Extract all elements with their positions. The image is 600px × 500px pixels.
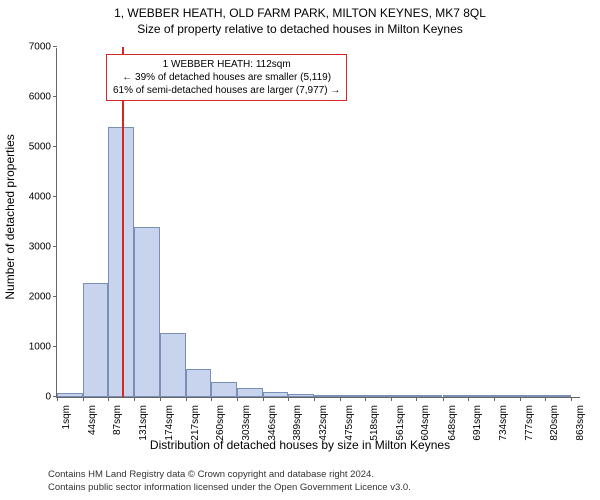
x-tick-label: 174sqm [164,403,175,441]
footer-line-1: Contains HM Land Registry data © Crown c… [48,469,411,481]
x-tick-mark [288,397,289,401]
histogram-bar [494,395,520,397]
y-tick-label: 0 [45,392,57,403]
x-tick-label: 1sqm [61,403,72,429]
x-tick-label: 604sqm [420,403,431,441]
x-tick-mark [83,397,84,401]
histogram-bar [83,283,109,397]
x-tick-label: 346sqm [267,403,278,441]
y-tick-label: 6000 [29,92,57,103]
x-tick-label: 518sqm [369,403,380,441]
footer-line-2: Contains public sector information licen… [48,482,411,494]
histogram-bar [263,392,289,397]
y-tick-mark [53,96,57,97]
x-tick-label: 44sqm [87,403,98,435]
y-axis-label: Number of detached properties [3,134,17,299]
x-tick-mark [494,397,495,401]
histogram-bar [545,395,571,397]
x-axis-label: Distribution of detached houses by size … [0,438,600,452]
page-title: 1, WEBBER HEATH, OLD FARM PARK, MILTON K… [0,0,600,20]
y-tick-mark [53,296,57,297]
x-tick-mark [263,397,264,401]
x-tick-mark [365,397,366,401]
x-tick-label: 820sqm [549,403,560,441]
callout-line-1: 1 WEBBER HEATH: 112sqm [113,58,340,71]
y-tick-mark [53,196,57,197]
y-tick-mark [53,246,57,247]
x-tick-mark [237,397,238,401]
x-tick-mark [186,397,187,401]
x-tick-label: 303sqm [241,403,252,441]
y-tick-label: 5000 [29,142,57,153]
y-tick-label: 4000 [29,192,57,203]
histogram-bar [340,395,366,397]
x-tick-mark [545,397,546,401]
x-tick-mark [314,397,315,401]
histogram-bar [288,394,314,398]
x-tick-mark [416,397,417,401]
x-tick-label: 777sqm [524,403,535,441]
histogram-bar [365,395,391,397]
y-tick-label: 1000 [29,342,57,353]
histogram-bar [160,333,186,397]
histogram-bar [134,227,160,397]
x-tick-mark [134,397,135,401]
y-tick-label: 2000 [29,292,57,303]
callout-line-2: ← 39% of detached houses are smaller (5,… [113,71,340,84]
y-tick-label: 3000 [29,242,57,253]
x-tick-label: 648sqm [447,403,458,441]
y-tick-mark [53,146,57,147]
x-tick-label: 691sqm [472,403,483,441]
x-tick-label: 217sqm [190,403,201,441]
histogram-bar [237,388,263,397]
histogram-bar [108,127,134,397]
x-tick-label: 475sqm [344,403,355,441]
x-tick-label: 432sqm [318,403,329,441]
x-tick-mark [108,397,109,401]
x-tick-label: 561sqm [395,403,406,441]
histogram-bar [520,395,546,397]
histogram-bar [443,395,469,397]
histogram-bar [186,369,212,397]
histogram-bar [314,395,340,397]
x-tick-label: 863sqm [575,403,586,441]
x-tick-mark [468,397,469,401]
callout-box: 1 WEBBER HEATH: 112sqm ← 39% of detached… [106,54,347,101]
x-tick-mark [571,397,572,401]
x-tick-mark [57,397,58,401]
y-tick-mark [53,346,57,347]
x-tick-mark [391,397,392,401]
x-tick-mark [160,397,161,401]
y-tick-label: 7000 [29,42,57,53]
x-tick-label: 260sqm [215,403,226,441]
x-tick-mark [520,397,521,401]
x-tick-label: 87sqm [112,403,123,435]
page-subtitle: Size of property relative to detached ho… [0,20,600,40]
x-tick-label: 131sqm [138,403,149,441]
footer-attribution: Contains HM Land Registry data © Crown c… [48,469,411,494]
x-tick-label: 389sqm [292,403,303,441]
callout-line-3: 61% of semi-detached houses are larger (… [113,84,340,97]
histogram-bar [391,395,417,397]
x-tick-mark [443,397,444,401]
histogram-bar [416,395,442,397]
y-tick-mark [53,46,57,47]
histogram-bar [468,395,494,397]
x-tick-label: 734sqm [498,403,509,441]
histogram-bar [57,393,83,397]
x-tick-mark [340,397,341,401]
histogram-bar [211,382,237,398]
x-tick-mark [211,397,212,401]
